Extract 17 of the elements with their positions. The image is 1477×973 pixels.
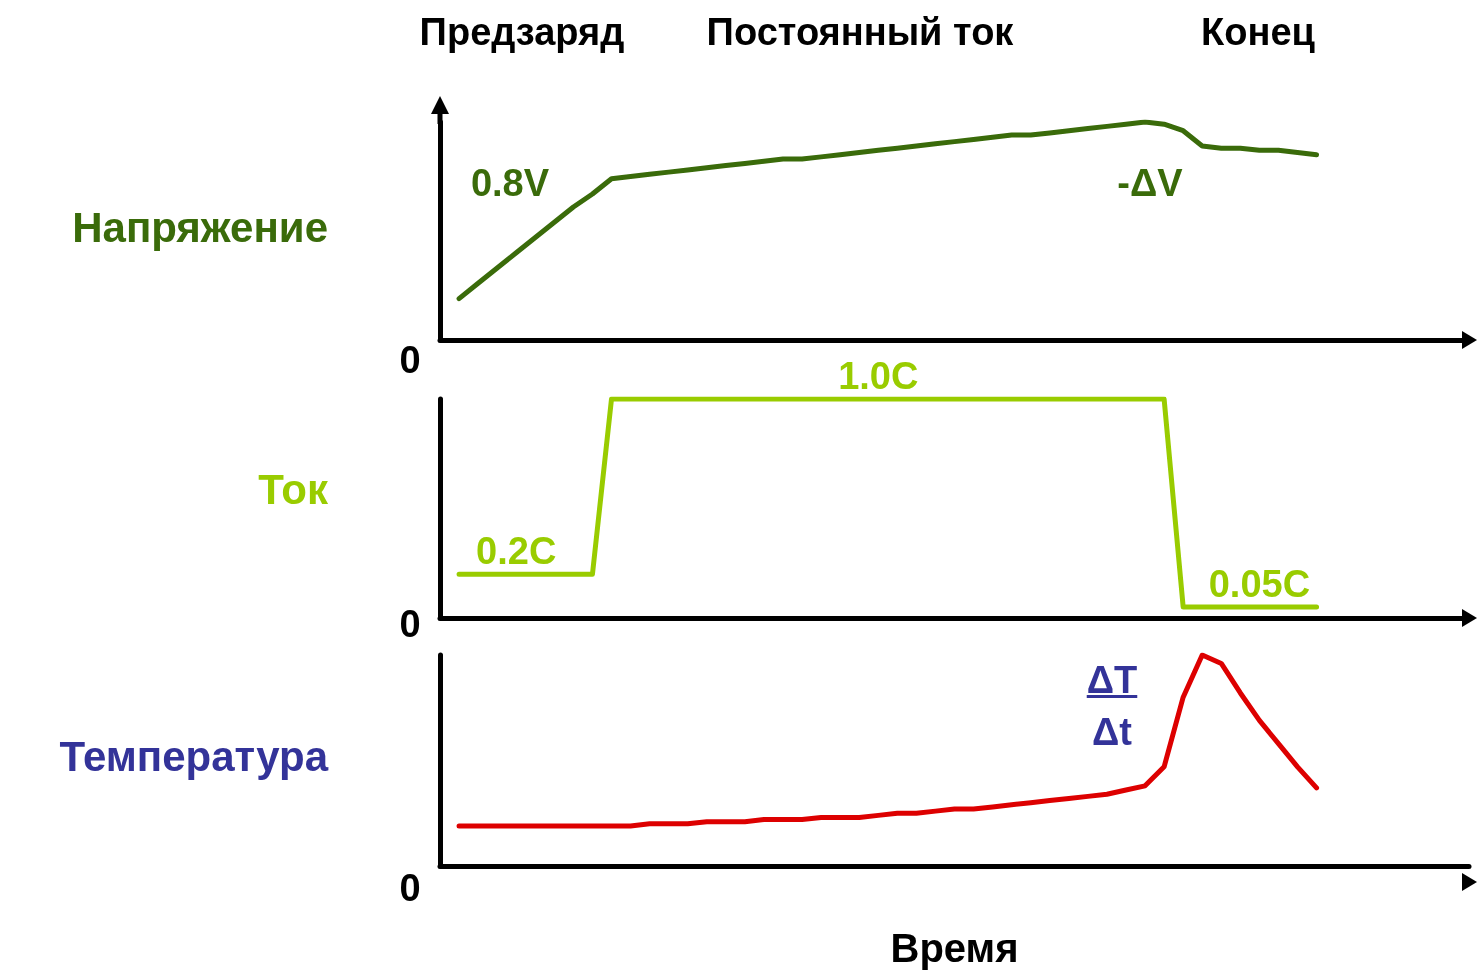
data-label: 0.05C (1208, 563, 1311, 606)
x-axis-title: Время (890, 926, 1019, 970)
text: 0 (399, 339, 421, 381)
data-label: 0.2C (476, 530, 557, 573)
annotation: Δt (1092, 711, 1132, 753)
text: 0 (399, 867, 421, 909)
text: 0 (399, 603, 421, 645)
y-axis-title: Напряжение (72, 204, 328, 251)
y-axis-title: Ток (258, 466, 328, 513)
annotation: ΔT (1086, 659, 1138, 701)
annotation: 0.8V (470, 162, 550, 204)
y-axis-title: Температура (59, 733, 328, 780)
text: Постоянный ток (706, 11, 1014, 53)
text: Конец (1201, 11, 1315, 53)
data-label: 1.0C (838, 355, 919, 397)
annotation: -ΔV (1117, 162, 1183, 204)
text: Предзаряд (419, 11, 625, 53)
